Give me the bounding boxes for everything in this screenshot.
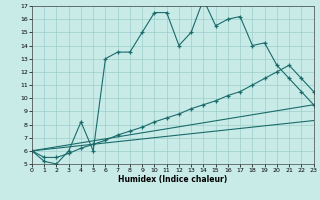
X-axis label: Humidex (Indice chaleur): Humidex (Indice chaleur) (118, 175, 228, 184)
